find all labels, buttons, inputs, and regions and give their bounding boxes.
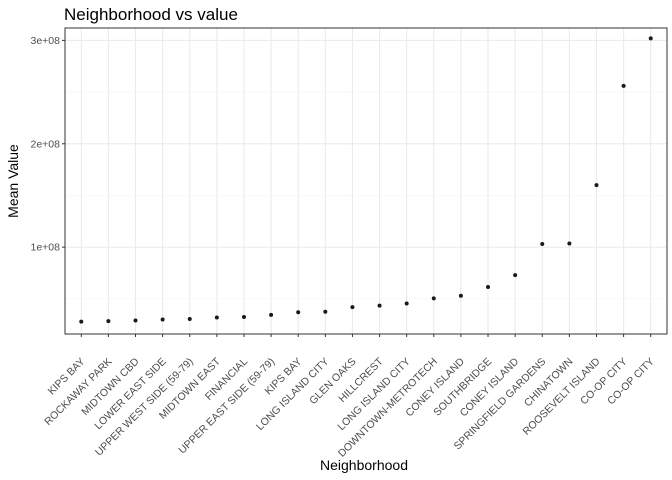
data-point <box>458 293 463 298</box>
data-point <box>106 319 111 324</box>
data-point <box>350 305 355 310</box>
data-point <box>160 317 165 322</box>
minor-grid <box>65 91 667 300</box>
data-point <box>269 312 274 317</box>
y-tick-label: 3e+08 <box>31 35 61 47</box>
data-point <box>133 318 138 323</box>
data-point <box>404 301 409 306</box>
data-point <box>296 310 301 315</box>
chart-title: Neighborhood vs value <box>64 5 238 24</box>
data-point <box>241 314 246 319</box>
major-grid <box>65 28 667 334</box>
x-axis-title: Neighborhood <box>320 457 408 473</box>
data-point <box>214 315 219 320</box>
data-point <box>79 319 84 324</box>
data-points <box>79 36 653 324</box>
data-point <box>513 273 518 278</box>
data-point <box>648 36 653 41</box>
data-point <box>594 183 599 188</box>
y-axis-ticks: 1e+08 2e+08 3e+08 <box>31 35 65 254</box>
data-point <box>431 296 436 301</box>
data-point <box>323 309 328 314</box>
data-point <box>540 242 545 247</box>
y-tick-label: 1e+08 <box>31 242 61 254</box>
y-tick-label: 2e+08 <box>31 138 61 150</box>
panel-border <box>64 27 668 335</box>
data-point <box>486 284 491 289</box>
y-axis-title: Mean Value <box>5 144 21 218</box>
data-point <box>567 241 572 246</box>
data-point <box>621 83 626 88</box>
data-point <box>377 303 382 308</box>
data-point <box>187 317 192 322</box>
